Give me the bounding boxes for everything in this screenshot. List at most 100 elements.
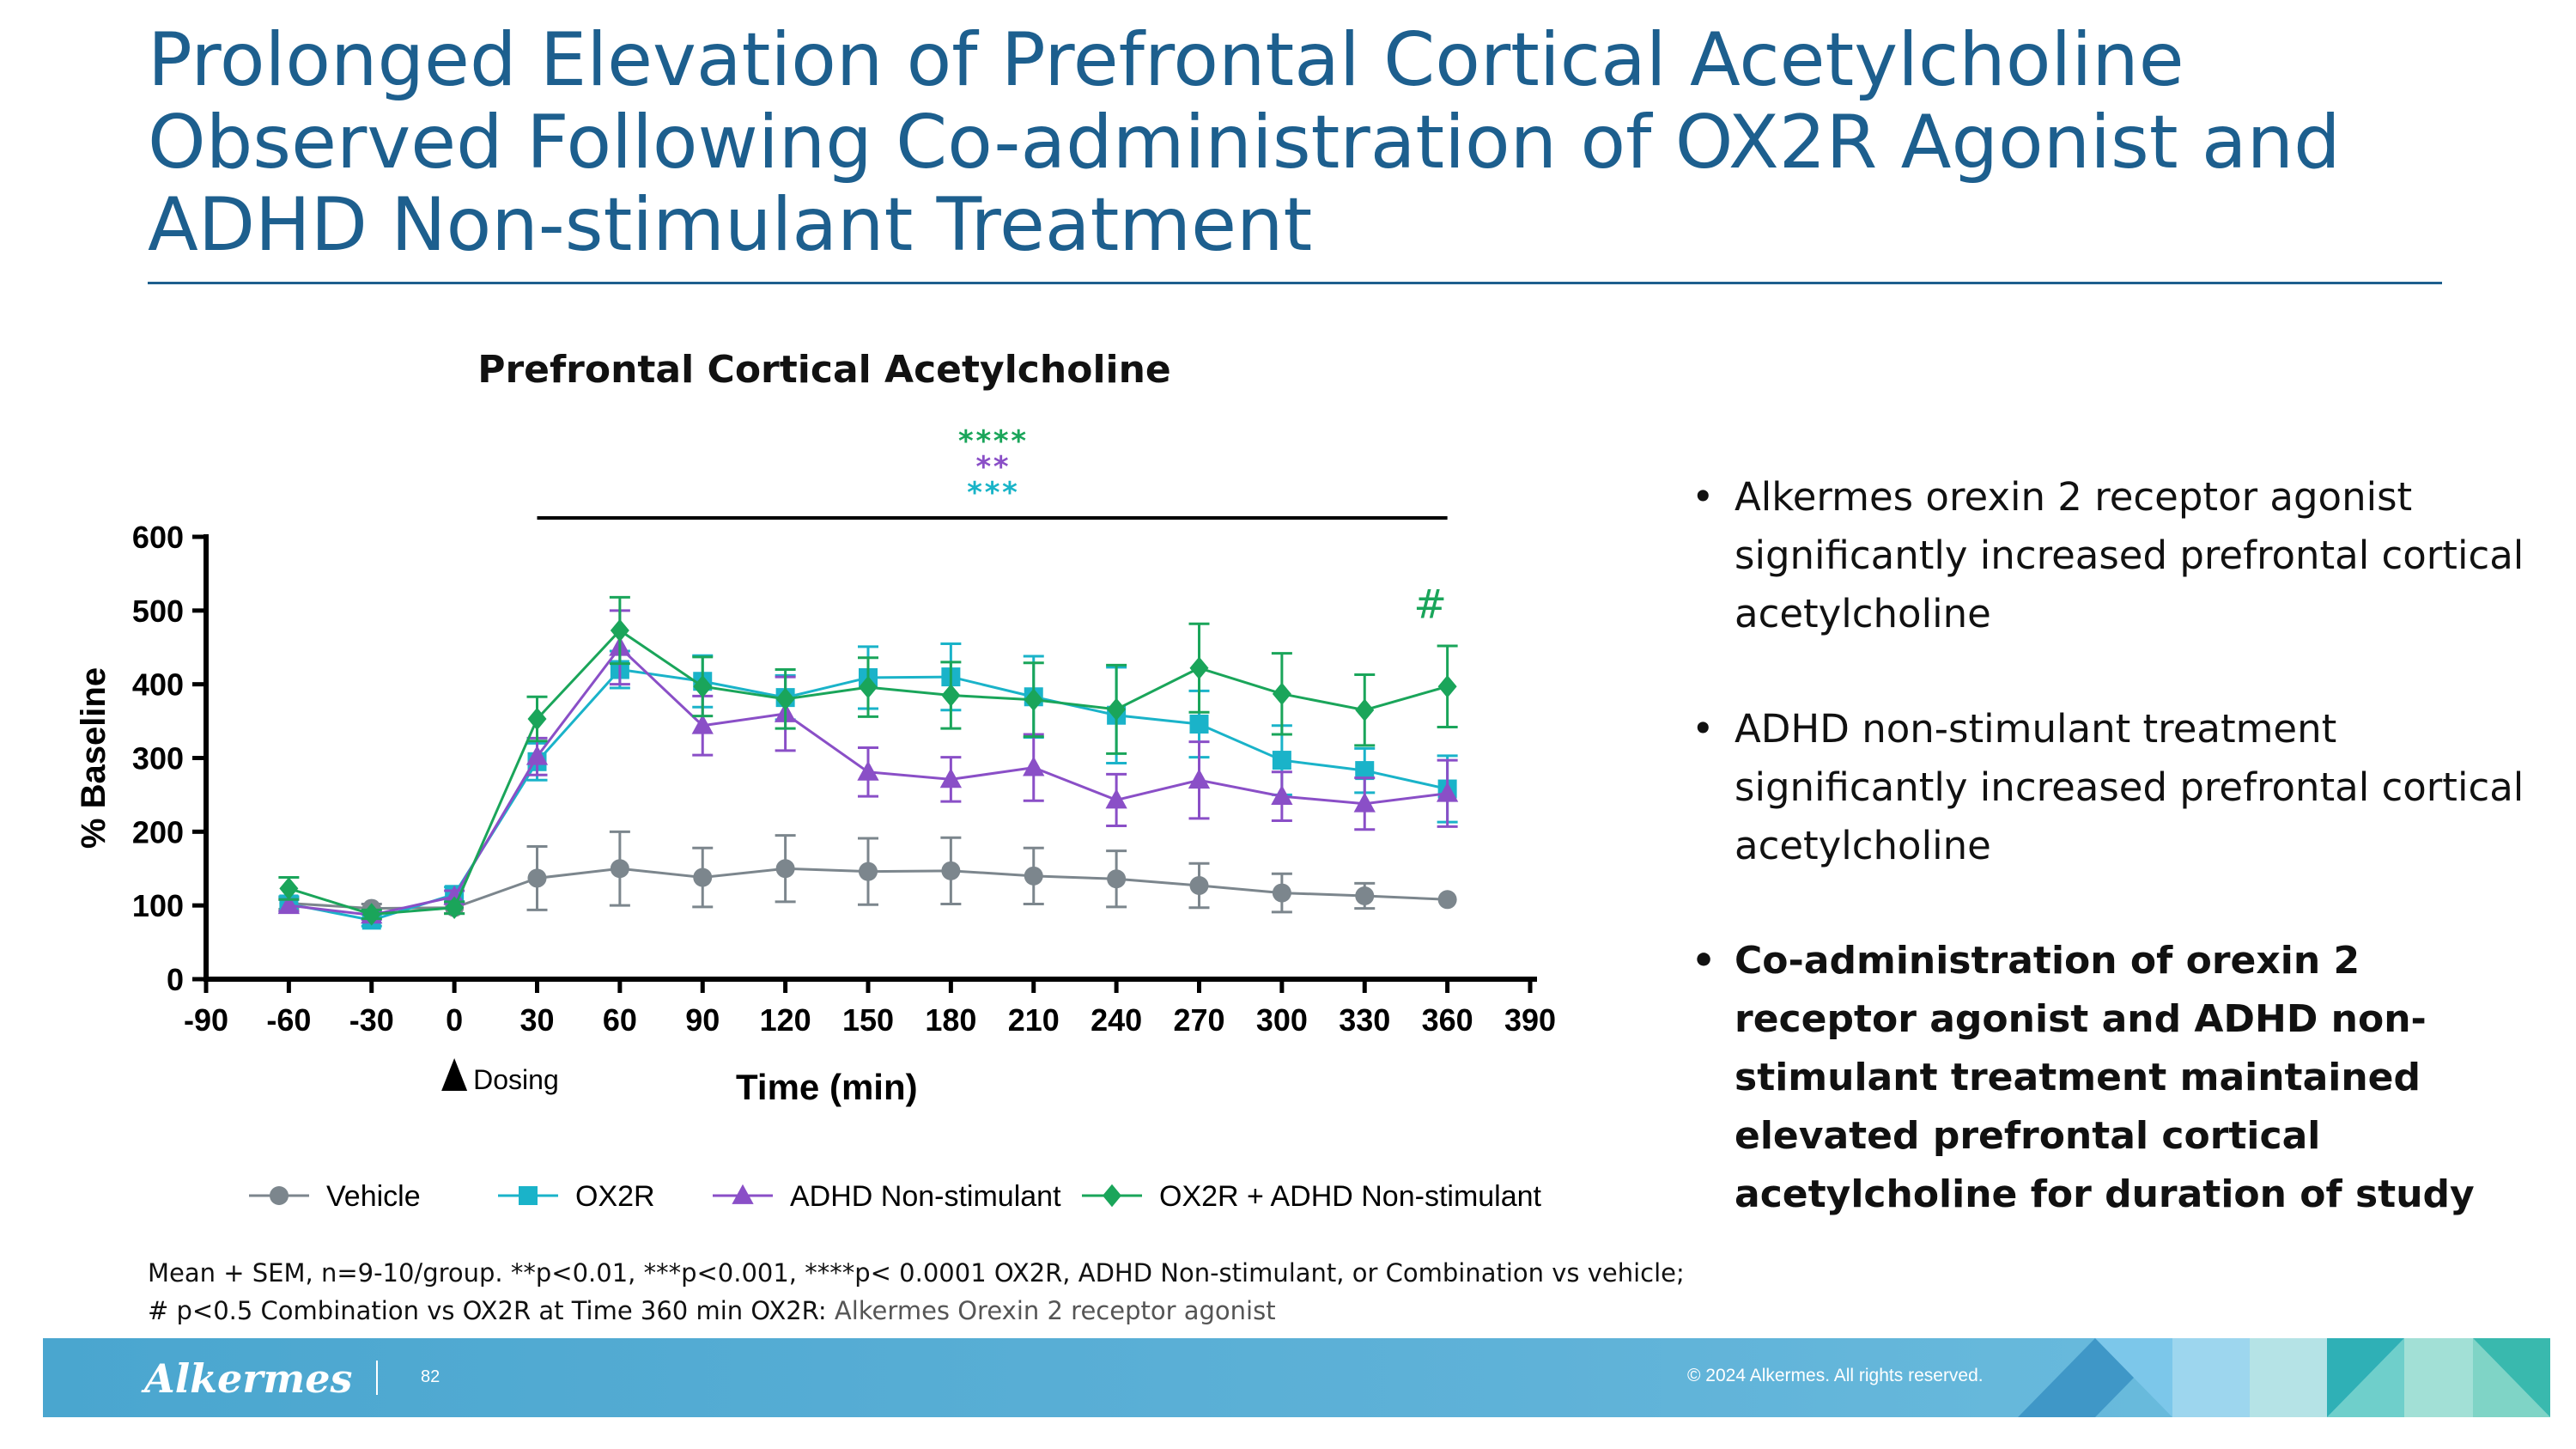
legend-item: Vehicle [249, 1180, 421, 1213]
data-point [1107, 869, 1127, 889]
bullet-ox2r: Alkermes orexin 2 receptor agonist signi… [1692, 468, 2550, 643]
x-tick-label: 120 [760, 1002, 811, 1038]
x-tick-label: 90 [685, 1002, 720, 1038]
footer-bar: Alkermes 82 © 2024 Alkermes. All rights … [43, 1338, 2550, 1417]
data-point [1105, 788, 1127, 809]
x-tick-label: -30 [349, 1002, 394, 1038]
data-point [361, 903, 381, 926]
data-point [1437, 675, 1457, 698]
legend-marker [519, 1186, 538, 1205]
data-point [1436, 782, 1459, 802]
data-point [277, 893, 301, 915]
data-point [527, 707, 547, 731]
acetylcholine-line-chart: 0 100 200 300 400 500 600 -90 -60 -30 0 30 60 90 120 15… [75, 424, 1556, 1213]
data-point [775, 859, 795, 879]
page-number: 82 [421, 1367, 440, 1386]
x-tick-label: -60 [266, 1002, 311, 1038]
data-point [1272, 682, 1291, 706]
data-point [1189, 715, 1209, 734]
data-point [1189, 875, 1209, 895]
y-axis-label: % Baseline [75, 667, 112, 849]
y-tick-label: 300 [132, 741, 184, 776]
x-tick-label: 60 [603, 1002, 637, 1038]
legend-marker [732, 1184, 754, 1204]
copyright-text: © 2024 Alkermes. All rights reserved. [1687, 1366, 1984, 1385]
chart-title: Prefrontal Cortical Acetylcholine [477, 348, 1171, 392]
data-point [1355, 698, 1375, 721]
x-tick-label: 30 [519, 1002, 554, 1038]
x-tick-label: 0 [446, 1002, 463, 1038]
legend-label: ADHD Non-stimulant [790, 1180, 1061, 1213]
x-tick-label: 390 [1504, 1002, 1556, 1038]
x-tick-label: 240 [1091, 1002, 1142, 1038]
bullet-adhd: ADHD non-stimulant treatment significant… [1692, 700, 2550, 875]
data-point [939, 768, 963, 788]
data-point [527, 868, 547, 888]
data-point [859, 861, 878, 881]
data-point [1188, 769, 1211, 789]
data-point [1355, 761, 1375, 781]
legend-label: OX2R [575, 1180, 655, 1213]
x-tick-label: 330 [1339, 1002, 1390, 1038]
data-point [693, 675, 713, 698]
footnote-line-1: Mean + SEM, n=9-10/group. **p<0.01, ***p… [148, 1258, 1685, 1288]
x-tick-label: 360 [1422, 1002, 1473, 1038]
data-point [691, 714, 714, 734]
slide-title-line-3: ADHD Non-stimulant Treatment [148, 182, 1313, 268]
legend-marker [1103, 1184, 1121, 1208]
data-point [1272, 883, 1291, 903]
data-point [1355, 886, 1375, 906]
x-axis-label: Time (min) [736, 1067, 918, 1107]
bullet-list: Alkermes orexin 2 receptor agonist signi… [1692, 468, 2550, 1281]
legend-label: Vehicle [326, 1180, 421, 1213]
x-tick-label: 180 [925, 1002, 976, 1038]
data-point [1271, 784, 1293, 806]
data-point [526, 745, 549, 765]
legend-label: OX2R + ADHD Non-stimulant [1159, 1180, 1542, 1213]
data-point [857, 760, 879, 781]
data-point [693, 868, 713, 887]
dosing-arrow-icon [441, 1058, 468, 1091]
data-point [1023, 756, 1045, 776]
significance-marker: **** [957, 424, 1028, 459]
data-point [1437, 890, 1457, 910]
legend-item: OX2R [498, 1180, 655, 1213]
footnote-line-2-suffix: Alkermes Orexin 2 receptor agonist [834, 1296, 1276, 1325]
data-point [1107, 697, 1127, 721]
legend-marker [270, 1186, 289, 1205]
slide-title: Prolonged Elevation of Prefrontal Cortic… [148, 19, 2466, 266]
footer-decoration [2018, 1338, 2550, 1417]
y-tick-label: 500 [132, 594, 184, 629]
title-divider [148, 282, 2442, 284]
footnote: Mean + SEM, n=9-10/group. **p<0.01, ***p… [148, 1254, 1685, 1330]
data-point [443, 885, 465, 905]
y-tick-label: 200 [132, 814, 184, 849]
dosing-label: Dosing [473, 1064, 559, 1095]
legend-item: OX2R + ADHD Non-stimulant [1082, 1180, 1542, 1213]
data-point [1353, 792, 1376, 813]
slide-title-line-2: Observed Following Co-administration of … [148, 100, 2341, 186]
data-point [1272, 751, 1291, 770]
legend-item: ADHD Non-stimulant [713, 1180, 1061, 1213]
y-tick-label: 400 [132, 667, 184, 703]
bullet-combination: Co-administration of orexin 2 receptor a… [1692, 932, 2550, 1224]
y-tick-label: 600 [132, 520, 184, 555]
data-point [279, 877, 299, 900]
alkermes-logo: Alkermes [144, 1355, 353, 1402]
x-tick-label: 270 [1173, 1002, 1224, 1038]
x-tick-label: 300 [1256, 1002, 1308, 1038]
x-tick-label: 150 [842, 1002, 894, 1038]
data-point [941, 684, 961, 707]
footnote-line-2-prefix: # p<0.5 Combination vs OX2R at Time 360 … [148, 1296, 835, 1325]
data-point [445, 896, 465, 919]
data-point [1024, 688, 1043, 711]
logo-divider [376, 1361, 378, 1395]
data-point [610, 859, 629, 879]
series-3 [278, 595, 1458, 926]
footnote-line-2: # p<0.5 Combination vs OX2R at Time 360 … [148, 1292, 1685, 1330]
data-point [1189, 656, 1209, 679]
significance-marker: *** [966, 476, 1018, 510]
y-tick-label: 0 [167, 962, 184, 997]
x-tick-label: 210 [1008, 1002, 1060, 1038]
data-point [1024, 866, 1043, 886]
